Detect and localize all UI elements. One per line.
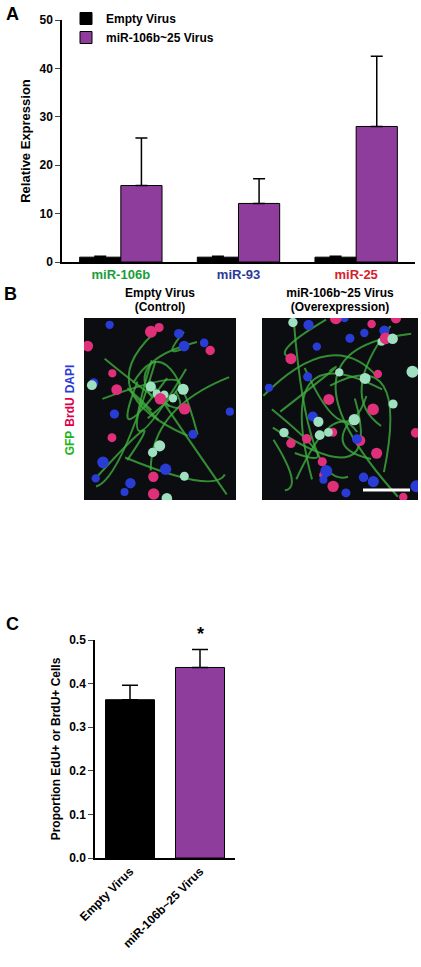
svg-text:miR-106b~25 Virus: miR-106b~25 Virus (120, 864, 206, 950)
html-text:GFP: GFP (63, 430, 77, 456)
html-text:Empty Virus: Empty Virus (125, 286, 195, 300)
svg-text:0.4: 0.4 (69, 677, 86, 691)
svg-text:0.3: 0.3 (69, 720, 86, 734)
html-text:miR-106b~25 Virus: miR-106b~25 Virus (286, 286, 394, 300)
svg-text:*: * (197, 624, 204, 644)
svg-text:30: 30 (39, 110, 53, 124)
svg-text:miR-106b: miR-106b (92, 267, 151, 282)
svg-text:50: 50 (39, 13, 53, 27)
svg-text:miR-93: miR-93 (217, 267, 260, 282)
svg-text:Empty Virus: Empty Virus (77, 864, 136, 923)
svg-text:C: C (6, 614, 19, 634)
html-text:B: B (4, 284, 17, 304)
svg-text:Relative Expression: Relative Expression (18, 79, 33, 203)
svg-text:10: 10 (39, 207, 53, 221)
svg-text:A: A (6, 4, 19, 24)
svg-text:0: 0 (46, 255, 53, 269)
svg-text:0.5: 0.5 (69, 633, 86, 647)
svg-text:0.2: 0.2 (69, 764, 86, 778)
svg-text:miR-25: miR-25 (334, 267, 377, 282)
svg-text:Proportion EdU+ or BrdU+ Cells: Proportion EdU+ or BrdU+ Cells (49, 657, 63, 840)
svg-text:0.1: 0.1 (69, 808, 86, 822)
html-text:(Overexpression): (Overexpression) (290, 300, 390, 314)
html-text:(Control): (Control) (134, 300, 186, 314)
svg-text:20: 20 (39, 158, 53, 172)
svg-text:40: 40 (39, 62, 53, 76)
svg-text:miR-106b~25 Virus: miR-106b~25 Virus (106, 31, 214, 45)
html-text:BrdU: BrdU (63, 397, 77, 427)
svg-text:0.0: 0.0 (69, 851, 86, 865)
svg-text:Empty Virus: Empty Virus (106, 12, 176, 26)
html-text:DAPI: DAPI (63, 364, 77, 394)
